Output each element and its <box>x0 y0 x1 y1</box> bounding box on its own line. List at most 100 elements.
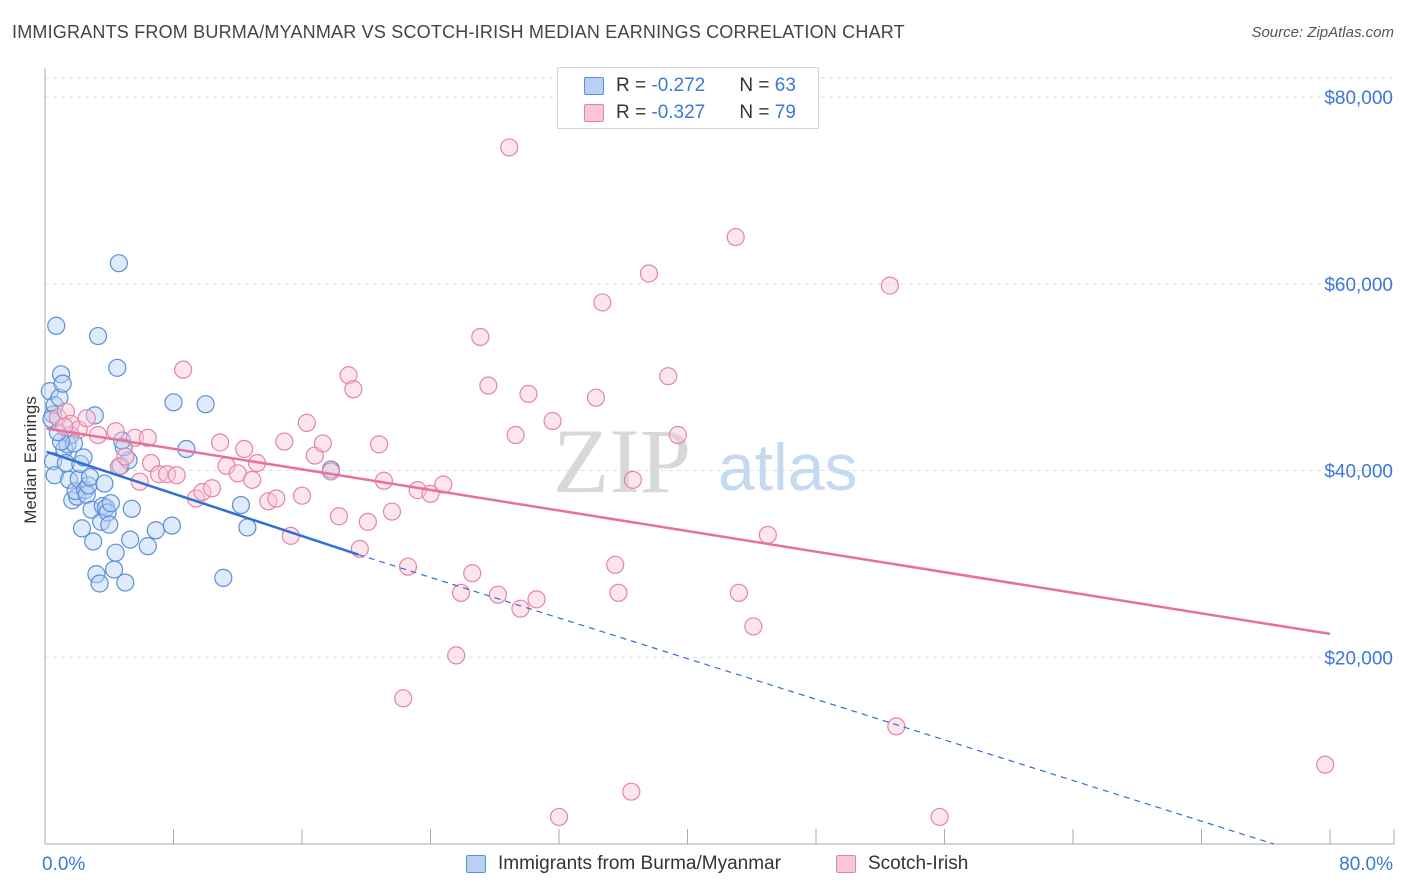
burma-point <box>116 573 135 592</box>
scotch-irish-point <box>358 512 377 531</box>
scotch-irish-point <box>193 482 212 502</box>
burma-point <box>214 568 233 587</box>
x-tick-label: 0.0% <box>42 854 85 875</box>
scotch-irish-point <box>887 717 906 736</box>
watermark-atlas: atlas <box>718 430 857 504</box>
scotch-irish-point <box>167 466 186 485</box>
scotch-irish-point <box>394 689 413 708</box>
scotch-irish-point <box>451 583 471 602</box>
scotch-irish-point <box>880 276 899 295</box>
scotch-irish-point <box>321 462 341 481</box>
grid-lines <box>45 77 1394 658</box>
scotch-irish-point <box>930 807 949 827</box>
scotch-irish-point <box>235 439 254 459</box>
legend-swatch-burma <box>584 77 604 95</box>
scotch-irish-point <box>549 807 569 827</box>
scotch-irish-point <box>463 564 482 583</box>
burma-point <box>45 466 64 485</box>
x-tick-label: 80.0% <box>1339 854 1393 875</box>
scotch-irish-point <box>586 388 606 407</box>
burma-point <box>146 521 165 540</box>
scotch-irish-point <box>243 470 262 489</box>
legend-r-label: R = <box>616 102 652 123</box>
scotch-irish-point <box>488 585 508 604</box>
watermark-zip: ZIP <box>553 410 691 512</box>
watermark: ZIP atlas <box>553 410 857 512</box>
scotch-irish-point <box>639 264 659 283</box>
legend-n-label: N = <box>739 102 775 123</box>
scotch-irish-point <box>157 465 177 484</box>
source-label: Source: ZipAtlas.com <box>1251 24 1394 41</box>
scotch-irish-point <box>527 590 546 609</box>
scotch-irish-point <box>668 425 687 445</box>
burma-point <box>53 374 72 393</box>
scotch-irish-point <box>729 583 749 602</box>
burma-point <box>109 254 128 273</box>
y-tick-label: $60,000 <box>1324 275 1393 296</box>
scotch-irish-point <box>506 425 525 445</box>
scotch-irish-point <box>744 617 763 636</box>
scotch-irish-point <box>370 435 389 454</box>
scotch-irish-point <box>138 428 157 447</box>
scotch-irish-point <box>174 360 193 379</box>
legend-r-label: R = <box>616 75 652 96</box>
burma-point <box>59 470 79 489</box>
scotch-irish-point <box>609 583 628 602</box>
burma-point <box>122 499 141 518</box>
legend-r-value: -0.272 <box>651 75 706 96</box>
burma-point <box>121 530 140 549</box>
burma-point <box>101 494 120 513</box>
legend-n-label: N = <box>739 75 775 96</box>
chart-title: IMMIGRANTS FROM BURMA/MYANMAR VS SCOTCH-… <box>12 22 905 42</box>
burma-point <box>106 543 125 562</box>
axes <box>44 68 1395 845</box>
scotch-irish-point <box>758 525 777 545</box>
burma-point <box>88 326 108 346</box>
burma-point <box>69 469 88 489</box>
scotch-irish-point <box>313 434 332 453</box>
scotch-irish-point <box>329 507 349 526</box>
scotch-irish-point <box>479 376 498 395</box>
scotch-irish-point <box>202 479 222 498</box>
scotch-irish-point <box>447 646 466 665</box>
scotch-irish-point <box>726 227 745 247</box>
bottom-legend-swatch-burma <box>466 855 486 873</box>
scotch-irish-point <box>511 599 530 618</box>
scotch-irish-point <box>543 411 562 431</box>
scotch-irish-point <box>593 293 612 312</box>
scotch-irish-point <box>116 447 135 466</box>
bottom-legend-swatch-scotch-irish <box>836 855 856 873</box>
bottom-legend-burma: Immigrants from Burma/Myanmar <box>466 851 781 877</box>
tick-labels: $20,000 $40,000 $60,000 $80,000 0.0% 80.0% <box>42 88 1393 875</box>
scotch-irish-point <box>106 422 125 441</box>
scotch-irish-point <box>623 470 642 489</box>
burma-point <box>84 532 103 551</box>
scotch-irish-point <box>339 366 358 385</box>
series-scotch-irish-points <box>48 138 1335 827</box>
scotch-irish-point <box>267 489 286 508</box>
burma-point <box>108 358 127 377</box>
scotch-irish-trend-line <box>46 427 1331 636</box>
y-tick-label: $80,000 <box>1324 88 1393 109</box>
scotch-irish-point <box>275 432 294 451</box>
scotch-irish-point <box>344 380 363 399</box>
scotch-irish-point <box>519 384 538 404</box>
bottom-legend-label-burma: Immigrants from Burma/Myanmar <box>498 853 781 874</box>
scotch-irish-point <box>210 433 230 452</box>
burma-trend-line <box>46 450 359 556</box>
burma-point <box>95 474 114 493</box>
scotch-irish-point <box>292 486 312 505</box>
burma-point <box>164 393 183 412</box>
legend-n-value: 63 <box>774 75 796 96</box>
burma-point <box>90 574 109 593</box>
burma-point <box>138 537 157 556</box>
legend-r-value: -0.327 <box>651 102 706 123</box>
burma-point <box>231 495 251 515</box>
burma-point <box>162 516 181 535</box>
burma-point <box>51 365 71 384</box>
scotch-irish-point <box>77 409 96 428</box>
burma-point <box>72 519 92 538</box>
burma-trend-extension <box>358 553 1274 845</box>
legend-swatch-scotch-irish <box>584 104 604 122</box>
